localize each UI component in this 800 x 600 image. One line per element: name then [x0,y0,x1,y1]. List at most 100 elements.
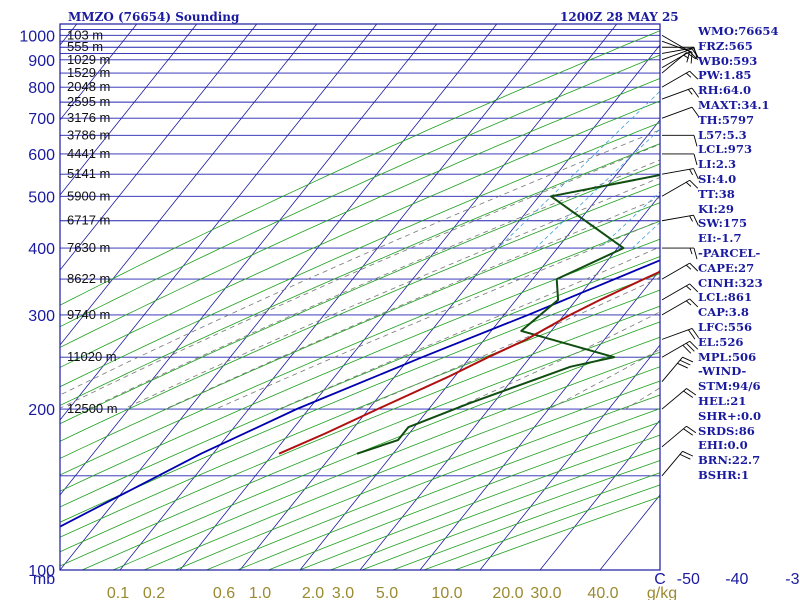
index-line: CAP:3.8 [698,305,749,320]
index-line: EI:-1.7 [698,231,742,246]
moist-adiabat [88,159,660,410]
pressure-tick-label: 300 [28,308,55,325]
index-line: MAXT:34.1 [698,97,770,112]
wind-barb-flag [689,283,699,293]
wind-barb-flag [691,106,700,117]
moist-adiabat [60,129,660,396]
index-line: L57:5.3 [698,127,747,142]
wind-barb-staff [661,106,693,119]
pressure-tick-label: 1000 [19,28,55,45]
height-label: 1529 m [67,65,110,80]
moist-adiabat [165,197,660,410]
wind-barb [661,70,699,88]
height-label: 1029 m [67,52,110,67]
index-line: BRN:22.7 [698,453,761,468]
index-line: CAPE:27 [698,260,755,275]
wind-barb-flag [686,425,697,434]
wind-barb-flag [693,153,698,166]
wind-barb [661,52,697,74]
wind-barb-staff [661,283,690,301]
wind-barb-flag [685,342,695,352]
index-line: EHI:0.0 [698,438,748,453]
mixing-ratio-tick-label: 5.0 [376,585,398,600]
wind-barb-flag [689,51,699,61]
isotherm [60,24,198,196]
wind-barb-half-flag [689,169,693,176]
wind-barb-flag [693,168,699,180]
plot-frame [59,23,661,571]
dry-adiabat [60,54,660,328]
wind-barb-flag [682,356,694,363]
height-label: 5141 m [67,166,110,181]
wind-barb [662,134,698,147]
mixing-ratio-tick-label: 10.0 [431,585,462,600]
index-line: -PARCEL- [698,245,761,260]
wind-barb-staff [661,340,690,358]
pressure-tick-label: 500 [28,189,55,206]
isotherm [239,44,660,570]
isotherm [299,119,660,570]
wind-barb [661,106,700,119]
index-line: PW:1.85 [698,68,752,83]
mixing-ratio-tick-label: 0.2 [143,585,165,600]
index-line: SW:175 [698,216,748,231]
dry-adiabat [60,202,660,459]
index-line: WMO:76654 [698,24,779,38]
wind-barb-flag [693,214,699,226]
indices-panel: WMO:76654 FRZ:565 WB0:593 PW:1.85 RH:64.0 MAX… [698,24,798,483]
wind-barb-flag [686,51,691,63]
wind-barb-staff [661,70,690,88]
dry-adiabat [112,351,660,570]
wind-barb-flag [693,247,698,260]
wind-barb [662,247,698,260]
wind-barb-staff [661,52,687,74]
isotherm [60,24,498,570]
isotherm [179,24,618,570]
height-label: 2595 m [67,94,110,109]
wind-barb-flag [682,450,694,457]
wind-barb [661,34,691,63]
temperature-tick-label: -30 [785,571,800,588]
wind-barb-half-flag [683,54,690,59]
wind-barb-flag [687,329,696,340]
index-line: EL:526 [698,334,744,349]
height-label: 555 m [67,39,103,54]
wind-barb-staff [661,47,694,54]
temperature-trace [278,270,660,455]
pressure-tick-label: 600 [28,147,55,164]
index-line: HEL:21 [698,393,747,408]
index-line: RH:64.0 [698,83,752,98]
pressure-tick-label: 400 [28,241,55,258]
wind-barb [661,298,699,316]
wind-barb [661,388,697,410]
mixing-ratio-tick-label: 2.0 [302,585,324,600]
index-line: MPL:506 [698,349,757,364]
dry-adiabat [60,122,660,388]
height-label: 11020 m [67,349,117,364]
height-label: 12500 m [67,401,118,416]
wind-barb [661,425,697,448]
wind-barb [661,327,700,340]
mixing-ratio-tick-label: 3.0 [332,585,354,600]
pressure-tick-label: 900 [28,53,55,70]
wind-barb-flag [682,344,692,354]
pressure-tick-label: 200 [28,402,55,419]
height-label: 5900 m [67,188,110,203]
index-line: SI:4.0 [698,171,737,186]
wind-barb-staff [661,179,690,197]
dry-adiabat [60,78,660,348]
isotherm [60,24,318,346]
wind-barb-staff [661,48,693,61]
wind-barb-staff [661,388,687,410]
isotherm [419,269,660,570]
wind-barb-staff [661,298,690,316]
wind-barb-half-flag [689,215,693,222]
height-label: 3786 m [67,127,110,142]
wind-barb-flag [689,262,699,272]
index-line: STM:94/6 [698,379,761,394]
dewpoint-trace [356,173,660,455]
temperature-tick-label: -40 [725,571,748,588]
moist-adiabat [123,177,660,410]
wind-barb-flag [679,453,691,460]
wind-barb-flag [691,87,700,98]
